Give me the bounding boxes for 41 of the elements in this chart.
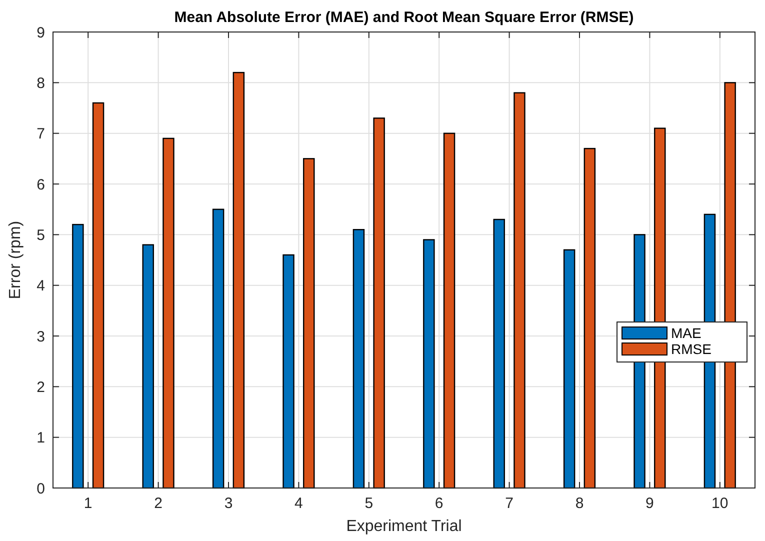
x-tick-label: 8 [575,495,584,512]
x-axis-title: Experiment Trial [346,518,462,535]
legend-label: MAE [671,324,702,341]
x-tick-label: 9 [646,495,654,512]
x-tick-label: 4 [294,495,303,512]
chart-title: Mean Absolute Error (MAE) and Root Mean Square Error (RMSE) [174,9,634,26]
bar [493,218,505,489]
bar [423,239,435,489]
legend-label: RMSE [671,340,712,357]
y-tick-label: 9 [36,24,45,42]
x-tick-label: 5 [364,495,374,512]
y-tick-label: 4 [36,278,45,295]
bar [443,132,456,489]
x-tick-label: 3 [224,495,233,512]
bar [232,72,245,489]
bar [584,148,596,489]
y-tick-label: 7 [36,126,45,143]
y-tick-label: 6 [36,176,45,194]
y-tick-label: 5 [36,226,45,244]
y-axis-title: Error (rpm) [7,220,24,300]
x-tick-label: 1 [84,495,92,512]
x-tick-label: 2 [154,495,162,512]
y-tick-label: 3 [36,328,45,346]
x-tick-label: 6 [434,495,444,512]
y-tick-label: 8 [36,74,45,92]
bar [72,224,84,489]
bar [92,102,104,489]
bar [282,254,294,489]
bar [142,244,154,489]
bar [373,118,385,489]
y-tick-label: 2 [36,378,45,396]
bar [212,208,224,489]
y-tick-label: 0 [36,480,45,498]
bar [563,249,576,489]
y-tick-label: 1 [36,430,45,447]
bar [514,92,526,489]
bar [162,138,174,489]
bar [352,229,365,489]
x-tick-label: 7 [505,495,514,512]
x-tick-label: 10 [712,495,728,512]
bar [303,158,315,489]
